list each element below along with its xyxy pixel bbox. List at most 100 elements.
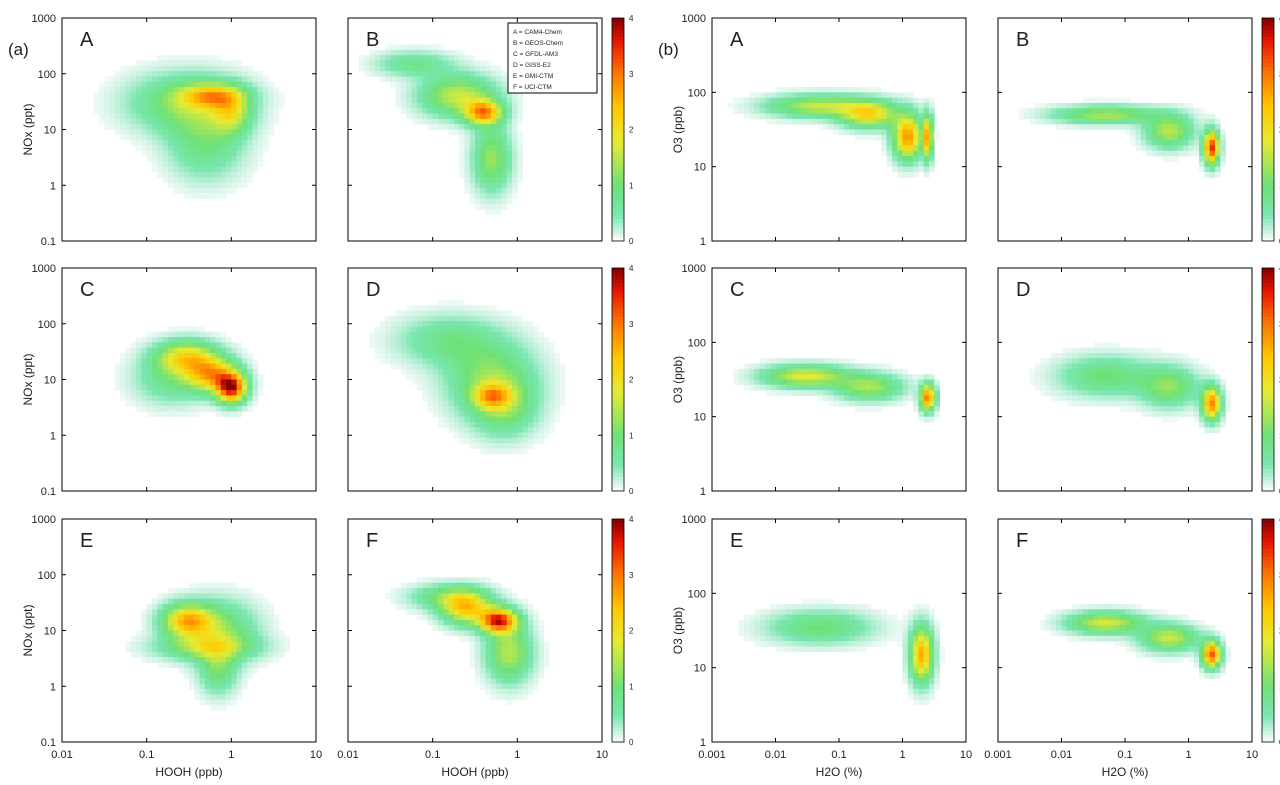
heatmap-cell bbox=[501, 134, 508, 141]
heatmap-cell bbox=[453, 630, 460, 637]
heatmap-cell bbox=[1162, 400, 1168, 407]
heatmap-cell bbox=[215, 193, 222, 199]
heatmap-cell bbox=[226, 694, 232, 700]
heatmap-cell bbox=[448, 321, 455, 327]
heatmap-cell bbox=[543, 358, 550, 364]
heatmap-cell bbox=[146, 641, 153, 647]
heatmap-cell bbox=[453, 347, 460, 354]
heatmap-cell bbox=[104, 118, 111, 125]
heatmap-cell bbox=[226, 411, 232, 418]
heatmap-cell bbox=[437, 305, 444, 311]
heatmap-cell bbox=[1114, 97, 1121, 104]
heatmap-cell bbox=[1140, 384, 1147, 391]
heatmap-cell bbox=[918, 390, 925, 396]
heatmap-cell bbox=[189, 603, 195, 610]
heatmap-cell bbox=[543, 427, 550, 433]
heatmap-cell bbox=[469, 421, 476, 428]
heatmap-cell bbox=[490, 134, 497, 141]
heatmap-cell bbox=[1109, 368, 1115, 375]
heatmap-cell bbox=[167, 166, 174, 173]
heatmap-cell bbox=[157, 390, 163, 396]
heatmap-cell bbox=[1199, 129, 1205, 136]
heatmap-cell bbox=[501, 614, 508, 621]
heatmap-cell bbox=[453, 326, 460, 333]
heatmap-cell bbox=[480, 71, 486, 77]
heatmap-cell bbox=[1151, 113, 1158, 120]
heatmap-cell bbox=[480, 145, 486, 152]
heatmap-cell bbox=[252, 603, 259, 610]
heatmap-cell bbox=[162, 363, 169, 370]
heatmap-cell bbox=[189, 97, 195, 104]
heatmap-cell bbox=[1135, 406, 1142, 412]
heatmap-cell bbox=[146, 76, 153, 83]
heatmap-cell bbox=[199, 118, 206, 125]
heatmap-cell bbox=[891, 140, 898, 146]
heatmap-cell bbox=[263, 630, 269, 637]
heatmap-cell bbox=[1183, 102, 1189, 109]
heatmap-cell bbox=[475, 134, 481, 141]
heatmap-cell bbox=[252, 97, 259, 104]
heatmap-cell bbox=[823, 113, 829, 120]
heatmap-cell bbox=[554, 368, 561, 375]
heatmap-cell bbox=[167, 646, 174, 653]
heatmap-cell bbox=[1066, 102, 1073, 109]
heatmap-cell bbox=[517, 625, 524, 631]
heatmap-cell bbox=[1188, 384, 1195, 391]
heatmap-cell bbox=[411, 113, 418, 120]
heatmap-cell bbox=[459, 635, 465, 642]
heatmap-cell bbox=[512, 416, 518, 423]
heatmap-cell bbox=[453, 49, 460, 56]
heatmap-cell bbox=[241, 347, 248, 354]
heatmap-cell bbox=[496, 87, 502, 93]
heatmap-cell bbox=[162, 384, 169, 391]
heatmap-cell bbox=[210, 400, 216, 407]
heatmap-cell bbox=[501, 92, 508, 99]
heatmap-cell bbox=[183, 593, 190, 600]
heatmap-cell bbox=[1061, 390, 1068, 396]
heatmap-cell bbox=[796, 368, 803, 375]
heatmap-cell bbox=[1151, 400, 1158, 407]
heatmap-cell bbox=[236, 598, 243, 605]
heatmap-cell bbox=[490, 384, 497, 391]
heatmap-cell bbox=[183, 166, 190, 173]
heatmap-cell bbox=[801, 92, 808, 99]
heatmap-cell bbox=[151, 60, 158, 67]
heatmap-cell bbox=[480, 379, 486, 386]
heatmap-cell bbox=[215, 614, 222, 621]
heatmap-cell bbox=[427, 347, 434, 354]
heatmap-cell bbox=[247, 598, 253, 605]
heatmap-cell bbox=[844, 92, 850, 99]
heatmap-cell bbox=[432, 352, 439, 359]
heatmap-cell bbox=[538, 432, 545, 439]
heatmap-cell bbox=[432, 71, 439, 77]
heatmap-cell bbox=[167, 368, 174, 375]
heatmap-cell bbox=[475, 97, 481, 104]
heatmap-cell bbox=[204, 76, 211, 83]
heatmap-cell bbox=[469, 374, 476, 380]
heatmap-cell bbox=[141, 113, 148, 120]
heatmap-cell bbox=[533, 432, 539, 439]
heatmap-cell bbox=[162, 113, 169, 120]
heatmap-cell bbox=[928, 124, 935, 130]
heatmap-cell bbox=[411, 379, 418, 386]
heatmap-cell bbox=[1167, 134, 1174, 141]
heatmap-cell bbox=[796, 358, 803, 364]
heatmap-cell bbox=[759, 102, 766, 109]
heatmap-cell bbox=[247, 625, 253, 631]
heatmap-cell bbox=[828, 363, 835, 370]
heatmap-cell bbox=[416, 108, 423, 114]
heatmap-cell bbox=[764, 358, 771, 364]
heatmap-cell bbox=[263, 646, 269, 653]
heatmap-cell bbox=[897, 395, 903, 402]
heatmap-cell bbox=[199, 598, 206, 605]
heatmap-cell bbox=[817, 379, 824, 386]
heatmap-cell bbox=[231, 625, 238, 631]
subplot-label: F bbox=[366, 530, 378, 552]
heatmap-cell bbox=[1109, 124, 1115, 130]
heatmap-cell bbox=[194, 161, 200, 168]
heatmap-cell bbox=[210, 145, 216, 152]
heatmap-cell bbox=[411, 65, 418, 72]
heatmap-cell bbox=[199, 71, 206, 77]
heatmap-cell bbox=[406, 76, 412, 83]
heatmap-cell bbox=[204, 161, 211, 168]
